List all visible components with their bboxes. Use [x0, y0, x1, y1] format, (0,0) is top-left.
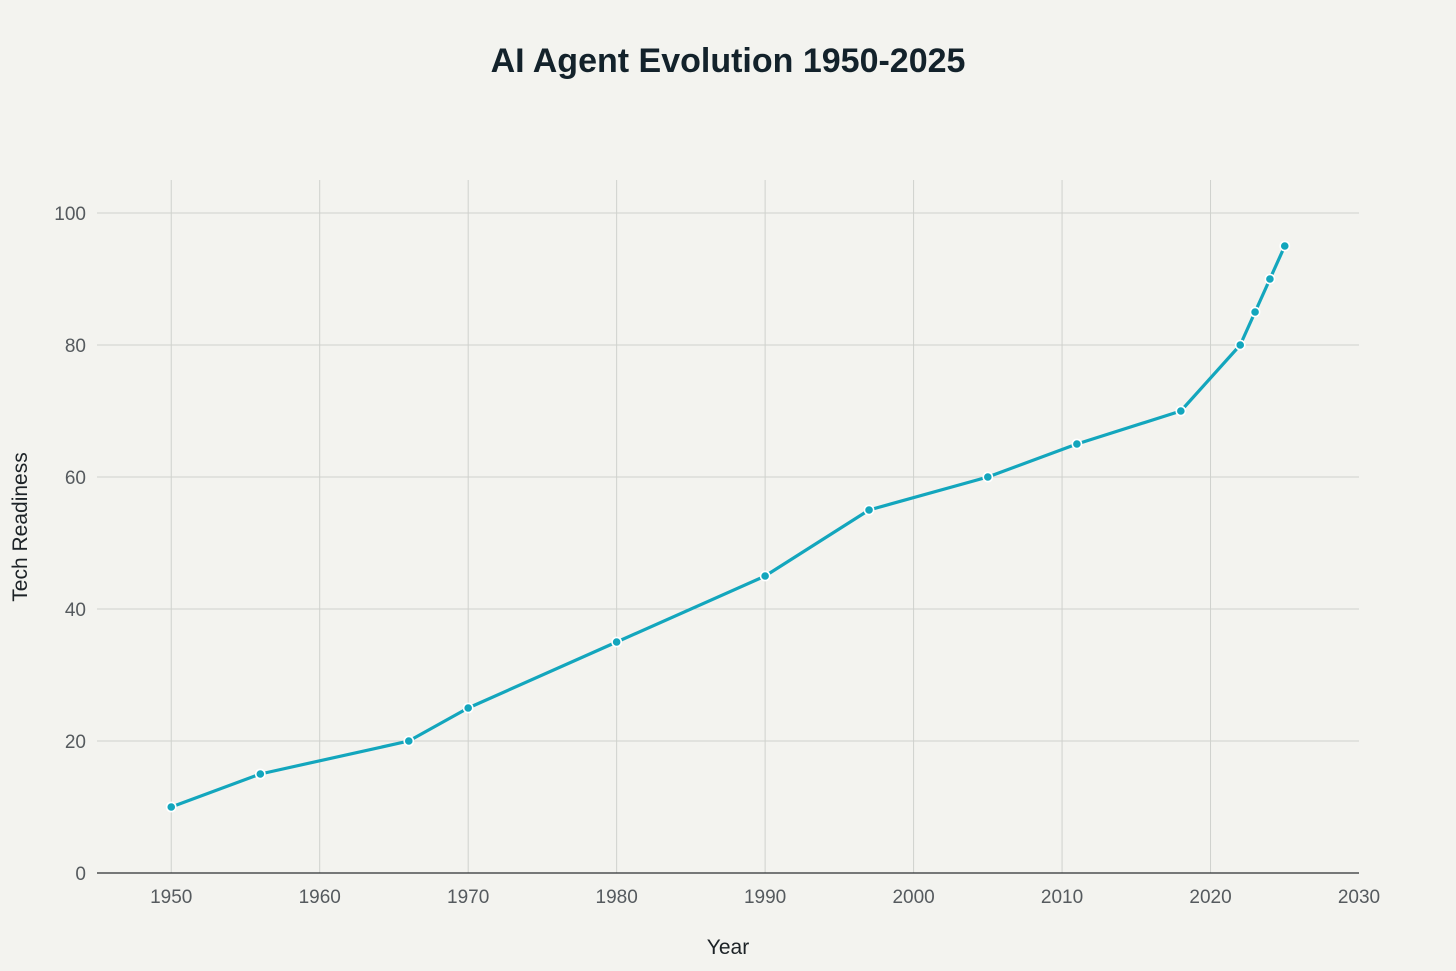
data-point-1956[interactable] — [254, 768, 266, 780]
x-axis-title: Year — [707, 936, 749, 959]
series-line-0 — [169, 244, 1287, 809]
y-tick-labels: 0 20 40 60 80 100 — [54, 204, 86, 885]
data-point-1997[interactable] — [863, 504, 875, 516]
y-tick-label-100: 100 — [54, 204, 86, 225]
data-point-2025[interactable] — [1279, 240, 1291, 252]
data-point-1966[interactable] — [403, 735, 415, 747]
chart-title: AI Agent Evolution 1950-2025 — [491, 42, 966, 80]
data-point-1950[interactable] — [165, 801, 177, 813]
data-point-1990[interactable] — [759, 570, 771, 582]
data-point-1980[interactable] — [611, 636, 623, 648]
y-gridlines — [97, 212, 1359, 742]
y-tick-label-80: 80 — [65, 336, 86, 357]
x-tick-label-1990: 1990 — [744, 887, 786, 908]
data-point-2024[interactable] — [1264, 273, 1276, 285]
x-tick-label-1970: 1970 — [447, 887, 489, 908]
data-point-2018[interactable] — [1175, 405, 1187, 417]
data-point-1970[interactable] — [462, 702, 474, 714]
y-axis-title: Tech Readiness — [9, 452, 32, 601]
x-tick-label-2030: 2030 — [1338, 887, 1380, 908]
x-tick-label-2000: 2000 — [892, 887, 934, 908]
y-tick-label-20: 20 — [65, 732, 86, 753]
data-point-2022[interactable] — [1234, 339, 1246, 351]
data-point-2023[interactable] — [1249, 306, 1261, 318]
x-tick-label-1950: 1950 — [150, 887, 192, 908]
x-tick-label-1960: 1960 — [299, 887, 341, 908]
y-tick-label-0: 0 — [75, 864, 86, 885]
x-tick-label-2010: 2010 — [1041, 887, 1083, 908]
x-tick-label-2020: 2020 — [1189, 887, 1231, 908]
data-point-2005[interactable] — [982, 471, 994, 483]
data-point-2011[interactable] — [1071, 438, 1083, 450]
y-tick-label-60: 60 — [65, 468, 86, 489]
x-tick-labels: 1950 1960 1970 1980 1990 2000 2010 2020 2030 — [150, 887, 1380, 908]
series-group — [165, 240, 1291, 813]
y-tick-label-40: 40 — [65, 600, 86, 621]
x-gridlines — [170, 180, 1212, 873]
x-tick-label-1980: 1980 — [596, 887, 638, 908]
